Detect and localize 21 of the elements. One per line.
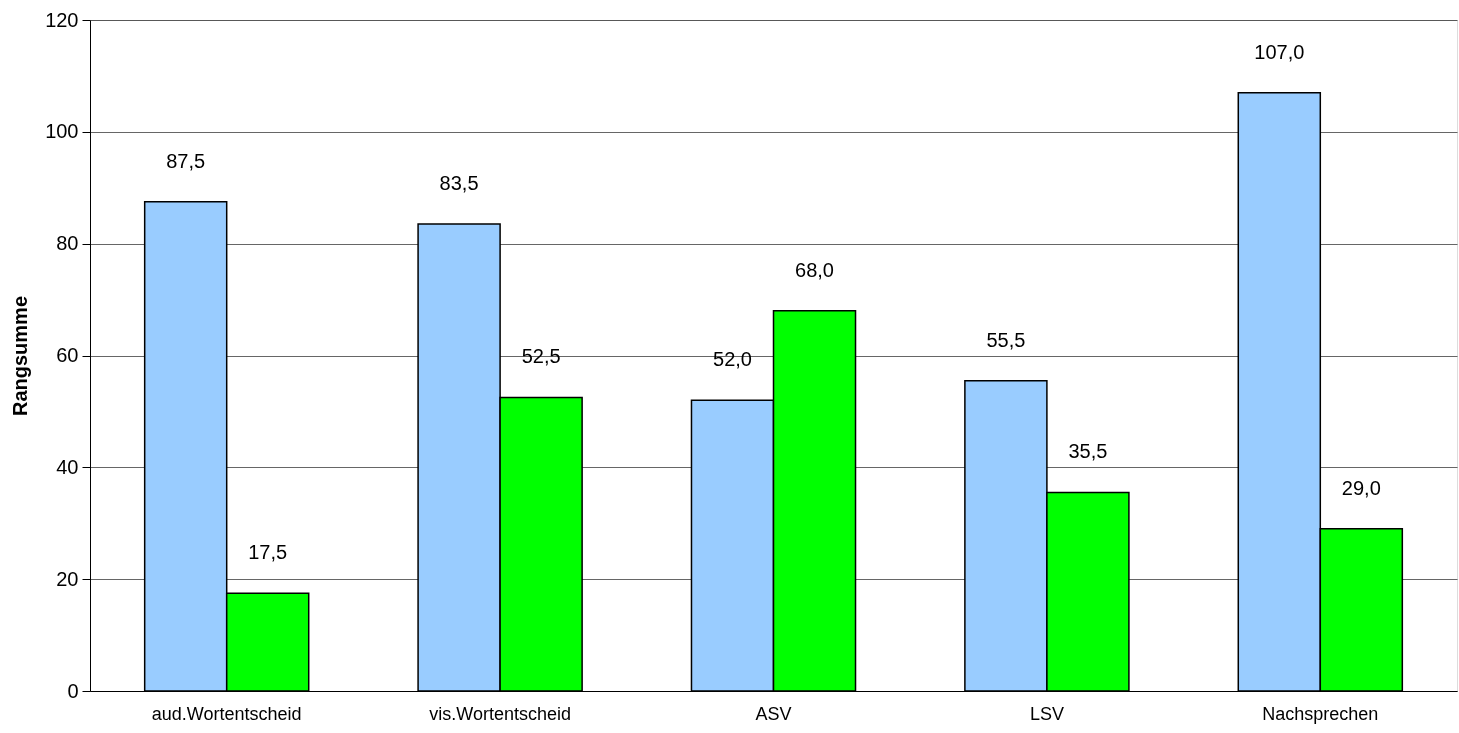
data-label: 17,5 bbox=[248, 541, 288, 564]
data-label: 68,0 bbox=[795, 258, 834, 281]
data-label: 107,0 bbox=[1254, 40, 1305, 63]
data-label: 87,5 bbox=[166, 149, 206, 172]
y-tick-label: 40 bbox=[56, 455, 79, 478]
y-tick-label: 0 bbox=[67, 679, 79, 702]
x-tick-label: Nachsprechen bbox=[1262, 703, 1379, 724]
x-tick-label: vis.Wortentscheid bbox=[429, 703, 571, 724]
y-tick-label: 80 bbox=[56, 232, 79, 255]
data-label: 35,5 bbox=[1068, 440, 1108, 463]
x-tick-label: ASV bbox=[755, 703, 792, 724]
x-tick-label: aud.Wortentscheid bbox=[151, 703, 302, 724]
y-tick-label: 20 bbox=[56, 567, 79, 590]
data-label: 29,0 bbox=[1341, 476, 1381, 499]
x-tick-label: LSV bbox=[1029, 703, 1064, 724]
y-tick-label: 100 bbox=[45, 120, 79, 143]
data-label: 55,5 bbox=[986, 328, 1026, 351]
y-tick-label: 60 bbox=[56, 344, 79, 366]
y-axis-title: Rangsumme bbox=[9, 295, 32, 417]
data-label: 83,5 bbox=[439, 172, 479, 195]
y-tick-label: 120 bbox=[45, 8, 79, 31]
